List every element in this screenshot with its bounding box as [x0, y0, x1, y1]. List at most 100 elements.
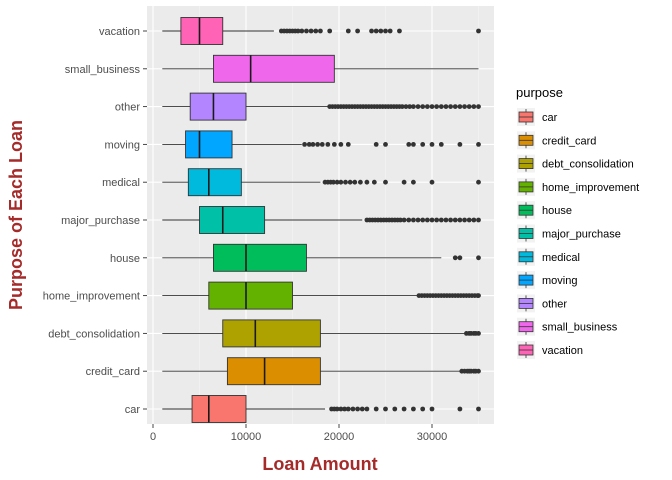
outlier-point [476, 406, 481, 412]
outlier-point [407, 104, 413, 109]
legend-label: vacation [542, 345, 583, 357]
outlier-point [325, 142, 331, 147]
outlier-point [304, 28, 309, 34]
outlier-point [364, 406, 370, 412]
y-axis-title: Purpose of Each Loan [6, 120, 26, 310]
outlier-point [347, 179, 353, 185]
outlier-point [387, 28, 393, 34]
x-tick-label: 20000 [324, 431, 355, 443]
legend-item-moving: moving [517, 271, 577, 290]
y-tick-label: moving [105, 139, 140, 151]
outlier-point [355, 406, 360, 412]
outlier-point [429, 406, 435, 412]
outlier-point [343, 179, 348, 185]
outlier-point [476, 28, 481, 34]
outlier-point [448, 104, 453, 109]
outlier-point [420, 406, 426, 412]
outlier-point [406, 217, 412, 223]
box-iqr [208, 281, 293, 310]
outlier-point [383, 28, 388, 34]
box-car [162, 395, 481, 423]
outlier-point [334, 179, 340, 185]
y-tick-label: vacation [99, 26, 140, 38]
box-house [162, 243, 481, 272]
outlier-point [338, 142, 344, 147]
y-tick-label: small_business [65, 64, 141, 76]
outlier-point [397, 28, 402, 34]
outlier-point [420, 142, 426, 147]
outlier-point [411, 142, 416, 147]
outlier-point [476, 179, 481, 185]
outlier-point [319, 142, 325, 147]
outlier-point [429, 217, 435, 223]
outlier-point [471, 104, 477, 109]
outlier-point [443, 217, 449, 223]
outlier-point [448, 217, 453, 223]
legend-title: purpose [516, 85, 563, 100]
box-iqr [199, 206, 266, 234]
outlier-point [411, 406, 416, 412]
y-axis: car credit_card debt_consolidation home_imp… [43, 26, 147, 416]
box-major-purchase [162, 206, 481, 234]
outlier-point [415, 104, 421, 109]
legend-item-other: other [517, 294, 567, 313]
y-tick-label: debt_consolidation [48, 328, 140, 340]
box-moving [162, 130, 481, 159]
outlier-point [401, 217, 407, 223]
outlier-point [331, 179, 336, 185]
outlier-point [334, 406, 340, 412]
box-small-business [162, 54, 479, 83]
outlier-point [466, 104, 472, 109]
outlier-point [378, 28, 384, 34]
outlier-point [466, 217, 472, 223]
outlier-point [308, 28, 314, 34]
outlier-point [401, 406, 407, 412]
outlier-point [429, 142, 435, 147]
legend-item-vacation: vacation [517, 341, 583, 359]
legend-label: car [542, 112, 558, 124]
legend-item-house: house [517, 201, 572, 220]
legend-label: house [542, 205, 572, 217]
boxes-layer [162, 17, 481, 423]
outlier-point [411, 104, 416, 109]
y-tick-label: home_improvement [43, 291, 140, 303]
y-tick-label: house [110, 253, 140, 265]
x-tick-label: 10000 [231, 431, 262, 443]
legend-label: other [542, 298, 567, 310]
legend-item-small-business: small_business [517, 317, 618, 336]
x-tick-label: 0 [150, 431, 156, 443]
y-tick-label: car [125, 404, 141, 416]
box-vacation [162, 17, 481, 45]
outlier-point [411, 179, 416, 185]
outlier-point [457, 217, 463, 223]
box-medical [162, 168, 481, 197]
outlier-point [364, 179, 370, 185]
outlier-point [383, 142, 388, 147]
legend-item-car: car [517, 108, 558, 126]
outlier-point [424, 217, 430, 223]
outlier-point [397, 217, 403, 223]
x-axis: 0 10000 20000 30000 [150, 424, 447, 443]
outlier-point [411, 217, 416, 223]
legend: purpose car credit_card debt_consolidation… [516, 85, 639, 359]
outlier-point [415, 217, 421, 223]
outlier-point [373, 28, 379, 34]
outlier-point [429, 179, 435, 185]
box-iqr [189, 92, 247, 121]
outlier-point [369, 28, 374, 34]
y-tick-label: credit_card [86, 366, 140, 378]
outlier-point [462, 217, 467, 223]
box-iqr [185, 130, 233, 159]
outlier-point [310, 142, 316, 147]
outlier-point [476, 255, 481, 261]
outlier-point [392, 406, 398, 412]
outlier-point [476, 217, 481, 223]
outlier-point [476, 331, 481, 336]
x-axis-title: Loan Amount [262, 454, 377, 474]
outlier-point [457, 406, 463, 412]
outlier-point [438, 142, 444, 147]
outlier-point [345, 142, 351, 147]
box-credit-card [162, 357, 481, 386]
outlier-point [359, 406, 365, 412]
legend-label: home_improvement [542, 182, 639, 194]
